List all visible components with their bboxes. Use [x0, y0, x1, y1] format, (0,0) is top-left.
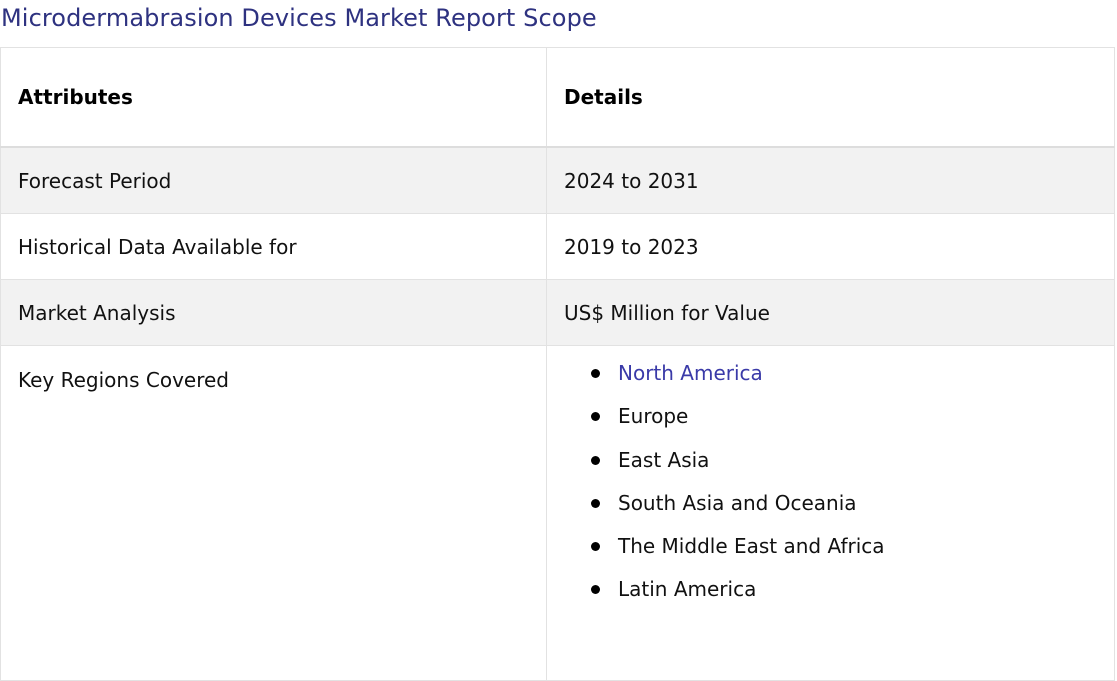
- table-row: Forecast Period 2024 to 2031: [0, 146, 1115, 214]
- region-label: East Asia: [618, 447, 710, 472]
- attribute-cell: Historical Data Available for: [0, 213, 547, 280]
- attribute-cell: Key Regions Covered: [0, 345, 547, 681]
- region-label: Latin America: [618, 577, 757, 602]
- region-link-north-america[interactable]: North America: [618, 361, 763, 385]
- table-header-row: Attributes Details: [0, 47, 1115, 148]
- column-header-attributes: Attributes: [0, 47, 547, 148]
- list-item: The Middle East and Africa: [591, 531, 1114, 574]
- detail-cell: North America Europe East Asia South Asi…: [546, 345, 1115, 681]
- column-header-details: Details: [546, 47, 1115, 148]
- bullet-icon: [591, 542, 600, 552]
- list-item: South Asia and Oceania: [591, 488, 1114, 531]
- table-row: Market Analysis US$ Million for Value: [0, 279, 1115, 346]
- list-item: East Asia: [591, 445, 1114, 488]
- list-item: North America: [591, 358, 1114, 401]
- table-row: Key Regions Covered North America Europe…: [0, 345, 1115, 681]
- detail-cell: US$ Million for Value: [546, 279, 1115, 346]
- report-scope-table: Attributes Details Forecast Period 2024 …: [0, 47, 1115, 681]
- region-label: Europe: [618, 404, 689, 429]
- detail-cell: 2024 to 2031: [546, 146, 1115, 214]
- regions-list: North America Europe East Asia South Asi…: [564, 346, 1114, 618]
- bullet-icon: [591, 585, 600, 595]
- region-label: The Middle East and Africa: [618, 534, 885, 559]
- bullet-icon: [591, 498, 600, 508]
- list-item: Europe: [591, 401, 1114, 444]
- list-item: Latin America: [591, 574, 1114, 617]
- detail-cell: 2019 to 2023: [546, 213, 1115, 280]
- attribute-cell: Market Analysis: [0, 279, 547, 346]
- region-label: South Asia and Oceania: [618, 490, 857, 515]
- attribute-cell: Forecast Period: [0, 146, 547, 214]
- page-title: Microdermabrasion Devices Market Report …: [1, 4, 597, 32]
- bullet-icon: [591, 369, 600, 378]
- bullet-icon: [591, 455, 600, 465]
- bullet-icon: [591, 412, 600, 422]
- table-row: Historical Data Available for 2019 to 20…: [0, 213, 1115, 280]
